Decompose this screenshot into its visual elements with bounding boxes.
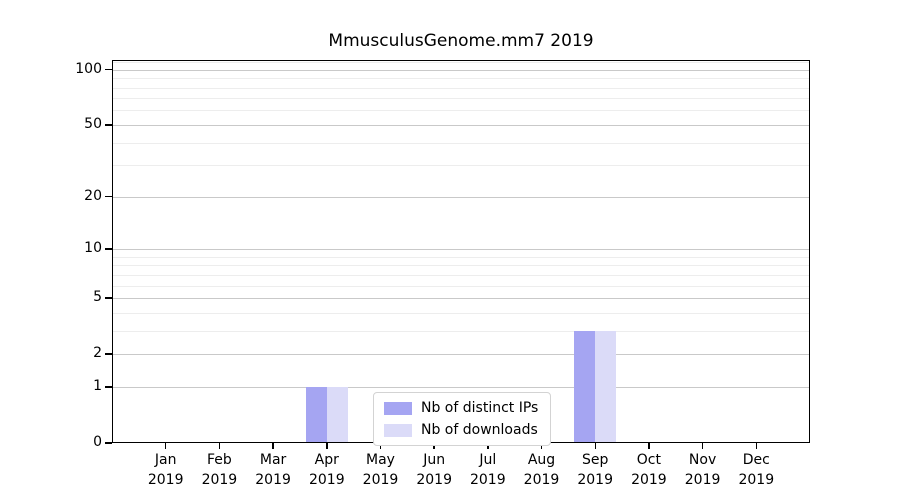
legend-item-distinct-ips: Nb of distinct IPs (384, 400, 538, 416)
gridline-minor (112, 78, 810, 80)
legend: Nb of distinct IPs Nb of downloads (373, 392, 552, 446)
x-tick-label: Jun 2019 (416, 452, 452, 488)
legend-swatch-downloads (384, 423, 412, 437)
legend-item-downloads: Nb of downloads (384, 422, 538, 438)
y-tick-label: 10 (84, 240, 102, 256)
gridline-major (112, 249, 810, 250)
x-tick-label: Sep 2019 (577, 452, 613, 488)
y-tick-mark (105, 195, 112, 198)
gridline-minor (112, 274, 810, 276)
gridline-major (112, 386, 810, 388)
x-tick-label: Aug 2019 (523, 452, 560, 488)
x-tick-mark (164, 443, 167, 449)
gridline-minor (112, 62, 810, 63)
x-tick-mark (487, 443, 489, 449)
x-tick-label: Jan 2019 (147, 452, 184, 488)
legend-label-distinct-ips: Nb of distinct IPs (421, 400, 539, 416)
x-tick-label: Jul 2019 (469, 452, 506, 488)
plot-area (112, 60, 810, 443)
x-tick-mark (326, 443, 328, 449)
y-tick-label: 0 (93, 434, 102, 450)
x-tick-mark (379, 443, 382, 449)
gridline-major (112, 354, 810, 356)
x-tick-mark (433, 443, 435, 449)
y-tick-label: 50 (84, 115, 102, 132)
gridline-minor (112, 142, 810, 144)
legend-label-downloads: Nb of downloads (421, 422, 538, 438)
gridline-minor (112, 265, 810, 267)
y-tick-label: 5 (93, 289, 102, 305)
x-tick-label: Dec 2019 (738, 452, 775, 488)
y-tick-mark (105, 124, 112, 126)
y-tick-mark (105, 297, 112, 299)
gridline-minor (112, 87, 810, 89)
x-tick-mark (755, 443, 758, 449)
gridline-major (112, 124, 810, 126)
y-tick-label: 2 (93, 345, 102, 362)
x-tick-label: Oct 2019 (631, 452, 667, 488)
x-tick-label: Feb 2019 (201, 452, 238, 488)
x-tick-mark (594, 443, 596, 449)
x-tick-mark (272, 443, 274, 449)
gridline-minor (112, 256, 810, 258)
x-tick-label: May 2019 (362, 452, 399, 488)
x-tick-label: Nov 2019 (684, 452, 721, 488)
x-tick-mark (648, 443, 650, 449)
x-tick-mark (218, 443, 221, 449)
x-tick-label: Mar 2019 (255, 452, 291, 488)
gridline-minor (112, 110, 810, 112)
gridline-major (112, 298, 810, 299)
y-tick-mark (105, 442, 112, 444)
gridline-minor (112, 330, 810, 332)
gridline-minor (112, 98, 810, 100)
y-tick-mark (105, 248, 112, 250)
y-tick-label: 20 (84, 187, 102, 204)
y-tick-mark (105, 353, 112, 355)
y-tick-mark (105, 386, 112, 388)
bar-downloads-sep (595, 330, 617, 443)
bar-downloads-apr (326, 386, 348, 443)
x-tick-mark (540, 443, 543, 449)
gridline-minor (112, 285, 810, 287)
chart-title: MmusculusGenome.mm7 2019 (328, 31, 594, 51)
gridline-minor (112, 165, 810, 167)
gridline-major (112, 196, 810, 198)
bar-distinct-ips-apr (305, 386, 327, 443)
gridline-major (112, 69, 810, 71)
x-tick-label: Apr 2019 (308, 452, 345, 488)
bar-distinct-ips-sep (574, 330, 596, 443)
gridline-minor (112, 312, 810, 314)
y-tick-label: 1 (93, 377, 102, 394)
x-tick-mark (701, 443, 704, 449)
y-tick-label: 100 (75, 60, 102, 77)
legend-swatch-distinct-ips (384, 401, 412, 415)
y-tick-mark (105, 68, 112, 71)
